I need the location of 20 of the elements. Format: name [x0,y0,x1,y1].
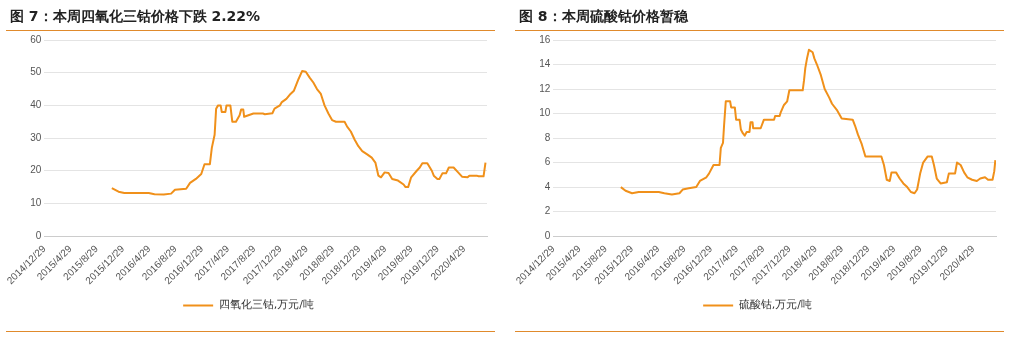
y-tick-label: 10 [539,107,551,119]
y-tick-label: 0 [35,229,42,241]
y-tick-label: 0 [544,229,551,241]
y-tick-label: 40 [30,99,42,111]
y-tick-label: 4 [544,180,551,192]
y-tick-label: 2 [544,205,551,217]
y-tick-label: 30 [30,131,42,143]
y-tick-label: 6 [544,156,551,168]
y-tick-label: 8 [544,131,551,143]
y-tick-label: 50 [30,66,42,78]
y-tick-label: 14 [539,58,551,70]
chart-title: 图 8：本周硫酸钴价格暂稳 [515,4,1004,31]
chart-title: 图 7：本周四氧化三钴价格下跌 2.22% [6,4,495,31]
y-tick-label: 12 [539,82,551,94]
legend-label: 硫酸钴,万元/吨 [738,298,812,312]
legend-label: 四氧化三钴,万元/吨 [218,298,314,312]
y-tick-label: 10 [30,197,42,209]
y-tick-label: 60 [30,33,42,45]
y-tick-label: 16 [539,33,551,45]
y-tick-label: 20 [30,164,42,176]
